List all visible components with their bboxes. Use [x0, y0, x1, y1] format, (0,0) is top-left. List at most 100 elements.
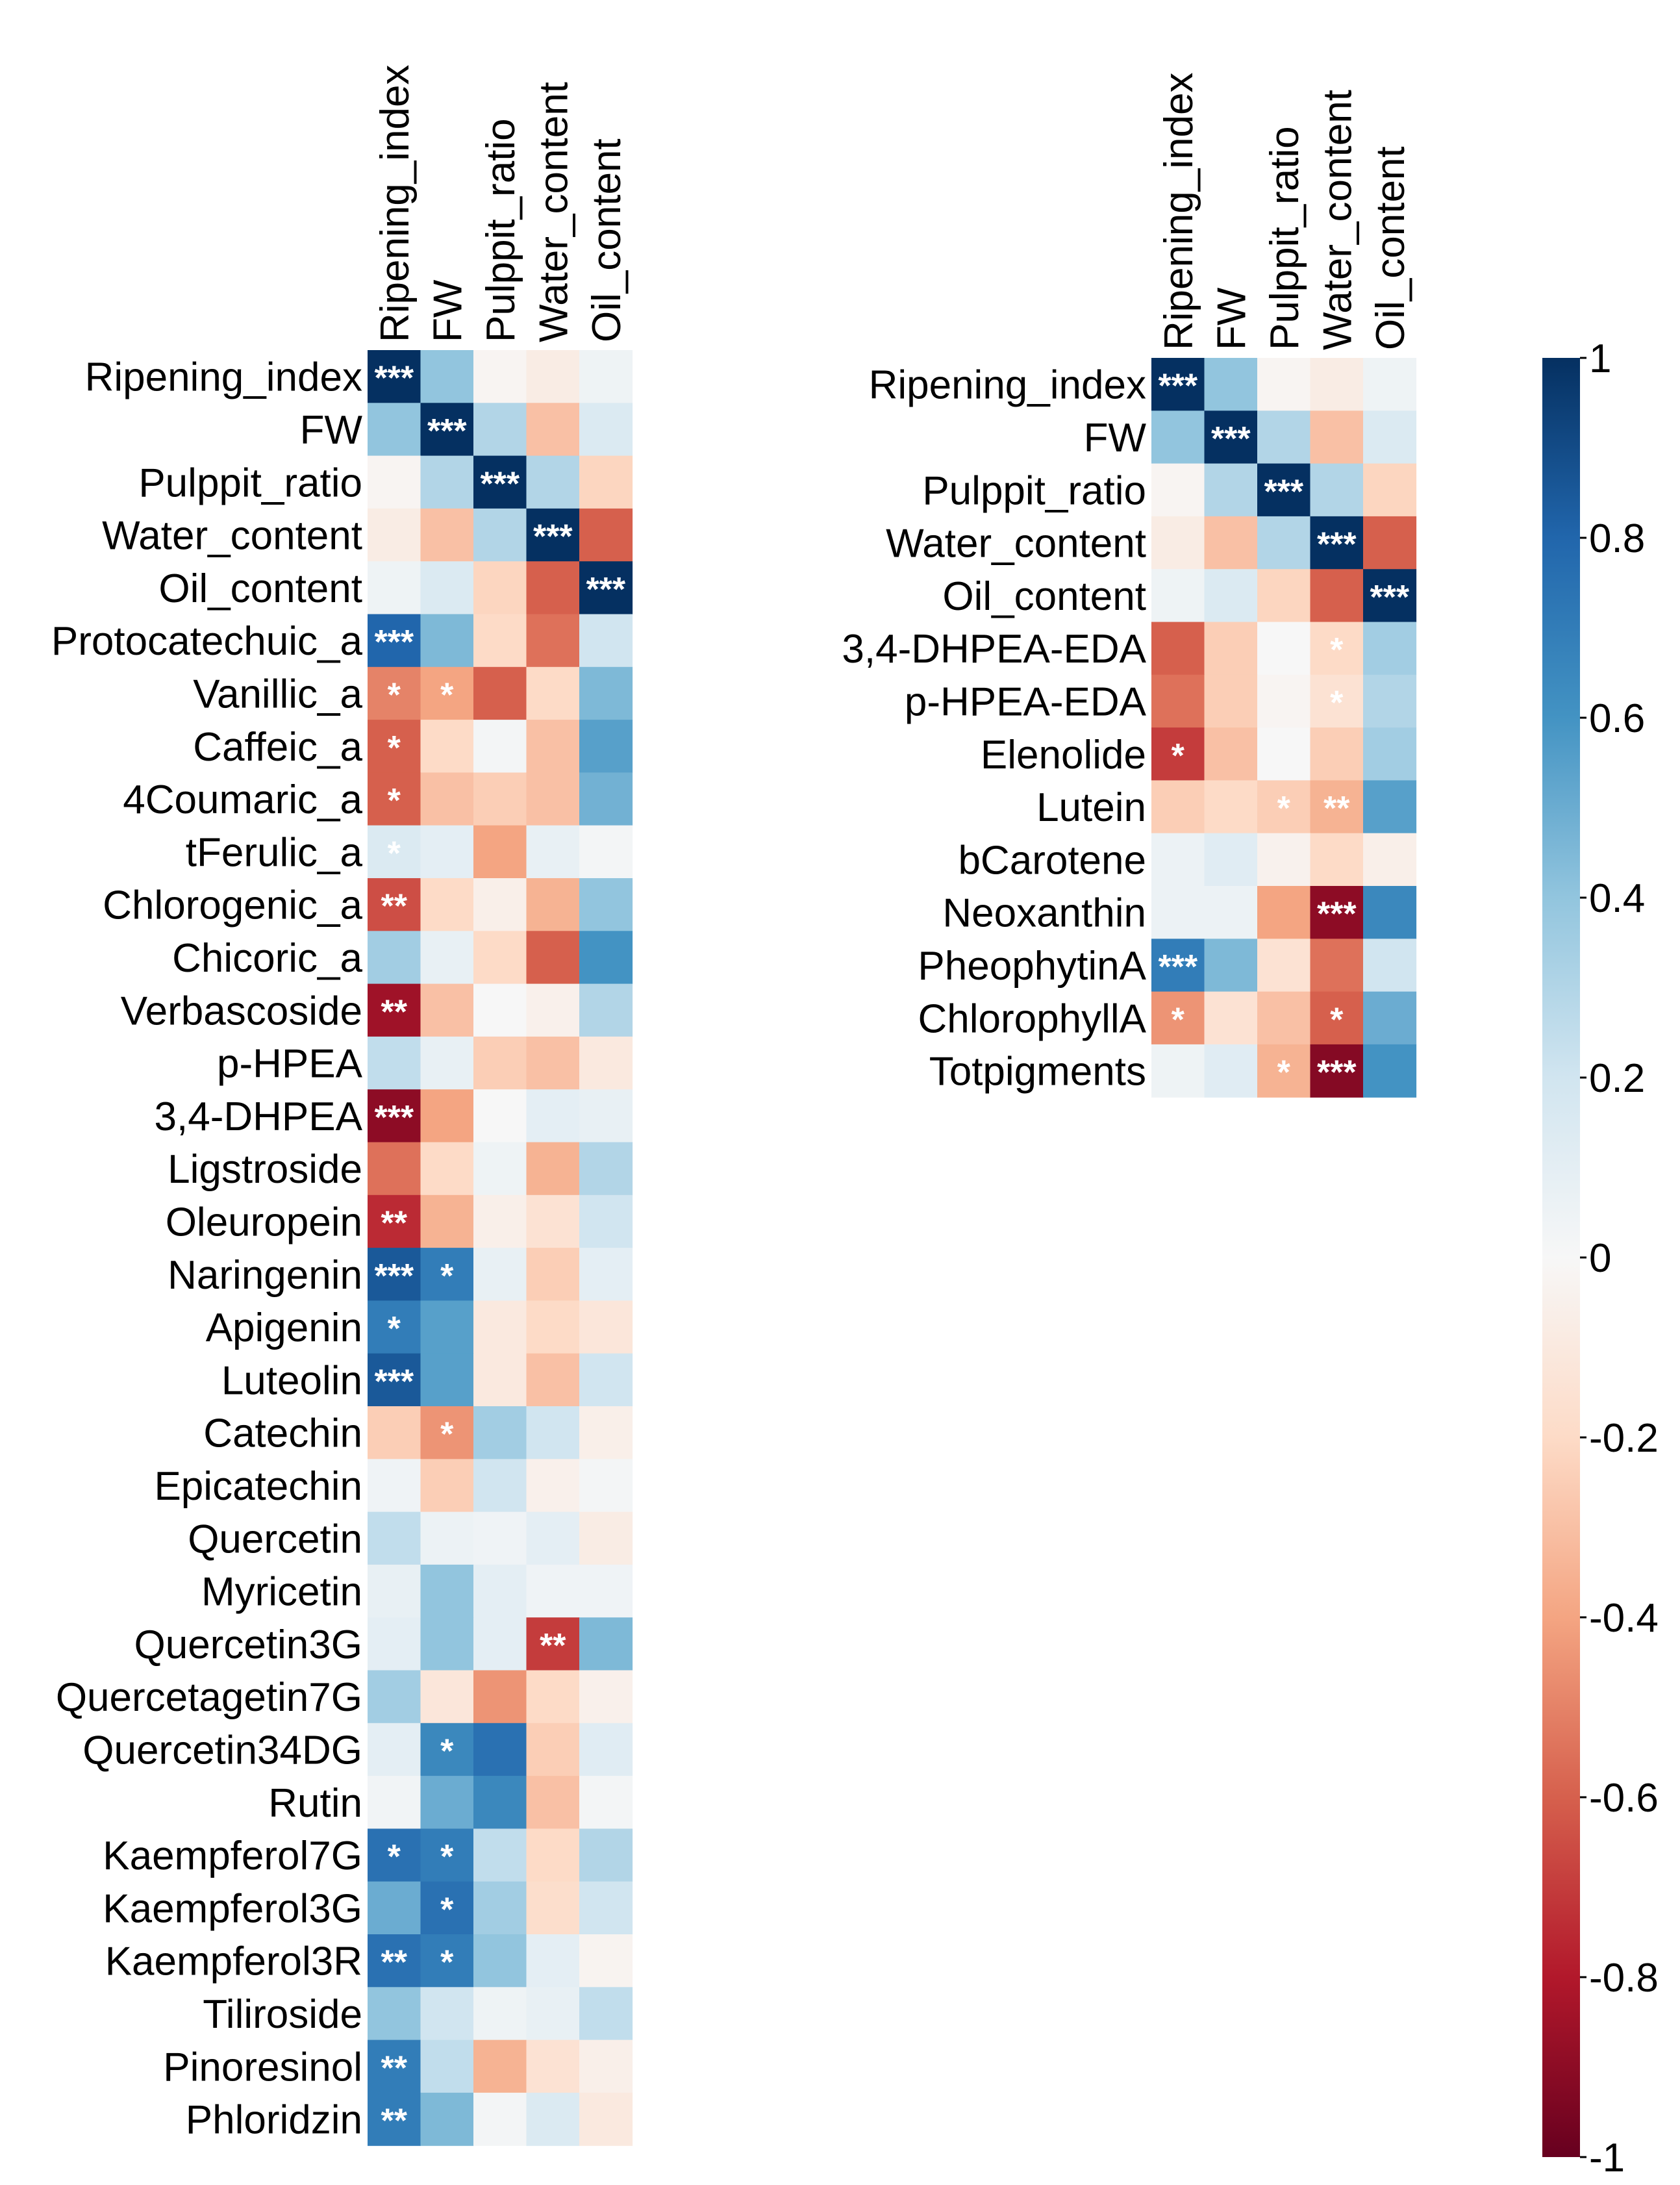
heatmap-cell — [579, 1248, 633, 1301]
heatmap-cell — [368, 508, 421, 562]
heatmap-cell — [473, 720, 527, 773]
row-label: Elenolide — [981, 733, 1146, 777]
heatmap-cell — [368, 772, 421, 826]
significance-marker: *** — [374, 624, 414, 661]
heatmap-cell — [473, 1089, 527, 1143]
heatmap-cell — [1204, 569, 1258, 623]
heatmap-cell — [526, 772, 580, 826]
heatmap-cell — [368, 1089, 421, 1143]
heatmap-cell — [368, 561, 421, 615]
row-label: Epicatechin — [154, 1464, 362, 1509]
heatmap-cell — [579, 1511, 633, 1565]
heatmap-cell — [473, 455, 527, 509]
significance-marker: *** — [1317, 1054, 1357, 1092]
significance-marker: * — [388, 729, 401, 767]
row-label: Oil_content — [942, 574, 1146, 619]
heatmap-cell — [526, 350, 580, 403]
row-label: ChlorophyllA — [918, 996, 1146, 1041]
significance-marker: ** — [381, 2103, 408, 2140]
heatmap-cell — [1310, 569, 1364, 623]
heatmap-cell — [473, 666, 527, 720]
heatmap-cell — [579, 1670, 633, 1724]
heatmap-cell — [526, 561, 580, 615]
heatmap-cell — [579, 1089, 633, 1143]
row-label: Kaempferol7G — [103, 1834, 362, 1878]
heatmap-cell — [420, 1459, 474, 1513]
significance-marker: * — [440, 1732, 454, 1770]
heatmap-cell — [579, 350, 633, 403]
heatmap-cell — [1310, 410, 1364, 464]
significance-marker: * — [1330, 685, 1344, 722]
heatmap-cell — [579, 1617, 633, 1671]
heatmap-cell — [1257, 569, 1311, 623]
heatmap-cell — [368, 455, 421, 509]
heatmap-cell — [420, 508, 474, 562]
heatmap-cell — [526, 1881, 580, 1935]
column-label: Ripening_index — [373, 65, 418, 342]
column-label: FW — [1209, 287, 1254, 350]
significance-marker: * — [440, 1257, 454, 1295]
heatmap-cell — [420, 1353, 474, 1407]
heatmap-cell — [526, 1987, 580, 2041]
heatmap-cell — [1257, 674, 1311, 728]
heatmap-cell — [579, 720, 633, 773]
heatmap-cell — [1257, 358, 1311, 411]
heatmap-cell — [1363, 516, 1417, 570]
heatmap-cell — [526, 1248, 580, 1301]
heatmap-cell — [579, 2040, 633, 2093]
heatmap-cell — [473, 878, 527, 931]
row-label: Neoxanthin — [942, 891, 1146, 936]
heatmap-cell — [368, 1459, 421, 1513]
row-label: Kaempferol3R — [105, 1939, 362, 1984]
heatmap-cell — [368, 1353, 421, 1407]
heatmap-cell — [368, 1194, 421, 1248]
colorbar-ticks: 1 0.8 0.6 0.4 0.2 0 -0.2 -0.4 -0.6 -0.8 -1 — [1580, 336, 1659, 2180]
heatmap-cell — [579, 1194, 633, 1248]
heatmap-cell — [526, 1828, 580, 1882]
heatmap-cell — [526, 878, 580, 931]
heatmap-cell — [526, 1142, 580, 1196]
heatmap-cell — [420, 1142, 474, 1196]
heatmap-cell — [579, 455, 633, 509]
heatmap-cell — [1151, 410, 1205, 464]
heatmap-cell — [1151, 780, 1205, 834]
heatmap-cell — [579, 561, 633, 615]
heatmap-cell — [368, 1036, 421, 1090]
heatmap-cell — [1363, 727, 1417, 781]
row-label: Ripening_index — [869, 363, 1146, 408]
significance-marker: * — [388, 1838, 401, 1876]
heatmap-cell — [1151, 569, 1205, 623]
row-label: FW — [1084, 416, 1147, 461]
heatmap-cell — [1310, 358, 1364, 411]
heatmap-cell — [1257, 833, 1311, 887]
significance-marker: ** — [381, 1205, 408, 1243]
heatmap-cell — [368, 350, 421, 403]
heatmap-cell — [526, 1511, 580, 1565]
heatmap-left: ***Ripening_index***FW***Pulppit_ratio**… — [51, 65, 633, 2146]
row-label: Quercetin — [188, 1517, 362, 1561]
heatmap-cell — [1204, 516, 1258, 570]
heatmap-cell — [579, 878, 633, 931]
colorbar-tick-label: 0.2 — [1589, 1056, 1645, 1101]
heatmap-cell — [1363, 358, 1417, 411]
colorbar-tick-label: -0.4 — [1589, 1596, 1659, 1641]
significance-marker: *** — [1317, 526, 1357, 564]
heatmap-cell — [526, 931, 580, 985]
heatmap-cell — [420, 1723, 474, 1776]
heatmap-cell — [579, 1723, 633, 1776]
significance-marker: *** — [1317, 896, 1357, 933]
heatmap-cell — [473, 1036, 527, 1090]
heatmap-cell — [579, 2092, 633, 2146]
heatmap-cell — [1310, 674, 1364, 728]
heatmap-cell — [579, 1406, 633, 1459]
heatmap-cell — [420, 614, 474, 668]
significance-marker: *** — [586, 571, 625, 609]
heatmap-cell — [526, 666, 580, 720]
significance-marker: * — [440, 677, 454, 714]
row-label: Verbascoside — [121, 989, 362, 1033]
row-label: p-HPEA — [217, 1042, 363, 1087]
heatmap-cell — [473, 1987, 527, 2041]
heatmap-cell — [420, 2092, 474, 2146]
significance-marker: * — [1172, 737, 1185, 775]
heatmap-cell — [368, 2092, 421, 2146]
